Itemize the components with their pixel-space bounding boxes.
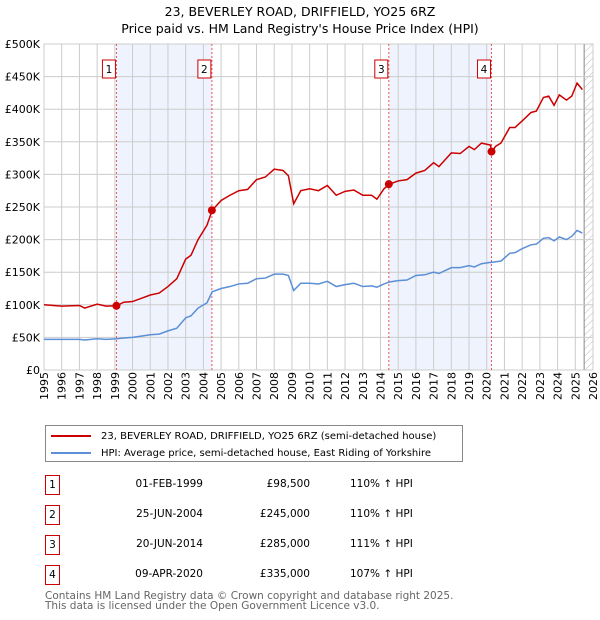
sale-hpi-change: 110% ↑ HPI: [350, 478, 413, 490]
y-tick-label: £150K: [5, 266, 41, 279]
sale-hpi-change: 111% ↑ HPI: [350, 538, 413, 550]
x-tick-label: 2018: [445, 372, 458, 400]
x-tick-label: 2003: [180, 372, 193, 400]
sale-date: 25-JUN-2004: [136, 508, 203, 520]
x-tick-label: 2026: [587, 372, 600, 400]
sale-date: 09-APR-2020: [135, 568, 203, 580]
x-tick-label: 2005: [215, 372, 228, 400]
sale-number-box: 1: [45, 475, 60, 495]
sale-label-box: [101, 59, 116, 79]
x-tick-label: 2023: [534, 372, 547, 400]
legend-item-hpi: HPI: Average price, semi-detached house,…: [51, 446, 431, 460]
legend: 23, BEVERLEY ROAD, DRIFFIELD, YO25 6RZ (…: [45, 425, 463, 462]
x-tick-label: 2004: [197, 372, 210, 400]
sale-price: £335,000: [259, 568, 310, 580]
sale-point: [384, 180, 393, 189]
x-tick-label: 2015: [392, 372, 405, 400]
x-tick-label: 2011: [321, 372, 334, 400]
legend-swatch-blue: [51, 452, 91, 454]
sale-date: 01-FEB-1999: [135, 478, 203, 490]
x-tick-label: 2014: [374, 372, 387, 400]
y-tick-label: £100K: [5, 299, 41, 312]
sale-point: [487, 147, 496, 156]
x-tick-label: 2020: [481, 372, 494, 400]
sale-label-number: 2: [201, 64, 208, 76]
sale-label-box: [197, 59, 212, 79]
sale-price: £285,000: [259, 538, 310, 550]
legend-swatch-red: [51, 435, 91, 437]
x-tick-label: 2006: [233, 372, 246, 400]
x-tick-label: 2019: [463, 372, 476, 400]
x-tick-label: 2007: [251, 372, 264, 400]
y-tick-label: £500K: [5, 38, 41, 51]
plot-border: [43, 43, 594, 371]
x-tick-label: 2024: [552, 372, 565, 400]
x-tick-label: 2002: [162, 372, 175, 400]
sale-price: £245,000: [259, 508, 310, 520]
x-tick-label: 1999: [109, 372, 122, 400]
sale-label-box: [374, 59, 389, 79]
sale-label-box: [477, 59, 492, 79]
sale-label-number: 4: [481, 64, 488, 76]
x-tick-label: 2025: [569, 372, 582, 400]
x-tick-label: 2022: [516, 372, 529, 400]
sale-number-box: 3: [45, 535, 60, 555]
x-tick-label: 1998: [91, 372, 104, 400]
y-tick-label: £350K: [5, 136, 41, 149]
footer-copyright: Contains HM Land Registry data © Crown c…: [45, 590, 454, 602]
legend-item-property: 23, BEVERLEY ROAD, DRIFFIELD, YO25 6RZ (…: [51, 429, 436, 443]
x-tick-label: 2012: [339, 372, 352, 400]
x-tick-label: 2013: [357, 372, 370, 400]
x-tick-label: 1996: [56, 372, 69, 400]
sale-date: 20-JUN-2014: [136, 538, 203, 550]
sale-price: £98,500: [266, 478, 310, 490]
sale-label-number: 3: [378, 64, 385, 76]
x-tick-label: 2001: [144, 372, 157, 400]
x-tick-label: 2021: [498, 372, 511, 400]
x-tick-label: 1995: [38, 372, 51, 400]
x-tick-label: 1997: [73, 372, 86, 400]
x-tick-label: 2009: [286, 372, 299, 400]
y-tick-label: £250K: [5, 201, 41, 214]
sale-number-box: 2: [45, 505, 60, 525]
sale-point: [207, 206, 216, 215]
sale-number-box: 4: [45, 565, 60, 585]
y-tick-label: £450K: [5, 71, 41, 84]
x-tick-label: 2008: [268, 372, 281, 400]
y-tick-label: £300K: [5, 168, 41, 181]
sale-hpi-change: 110% ↑ HPI: [350, 508, 413, 520]
y-tick-label: £400K: [5, 103, 41, 116]
sale-point: [112, 301, 121, 310]
chart-subtitle: Price paid vs. HM Land Registry's House …: [121, 21, 479, 36]
chart-title: 23, BEVERLEY ROAD, DRIFFIELD, YO25 6RZ: [164, 4, 436, 19]
x-tick-label: 2010: [304, 372, 317, 400]
x-tick-label: 2000: [127, 372, 140, 400]
legend-label-property: 23, BEVERLEY ROAD, DRIFFIELD, YO25 6RZ (…: [101, 430, 437, 442]
sale-label-number: 1: [106, 64, 113, 76]
price-chart: £0 £50K £100K £150K £200K £250K £300K £350K £400…: [5, 38, 600, 400]
y-tick-label: £200K: [5, 234, 41, 247]
property-price-line: [43, 81, 583, 309]
y-tick-label: £50K: [12, 331, 41, 344]
legend-label-hpi: HPI: Average price, semi-detached house,…: [101, 447, 432, 459]
x-tick-label: 2017: [428, 372, 441, 400]
footer-licence: This data is licensed under the Open Gov…: [45, 600, 380, 612]
hpi-line: [44, 229, 583, 341]
sale-hpi-change: 107% ↑ HPI: [350, 568, 413, 580]
x-tick-label: 2016: [410, 372, 423, 400]
y-tick-label: £0: [26, 364, 40, 377]
